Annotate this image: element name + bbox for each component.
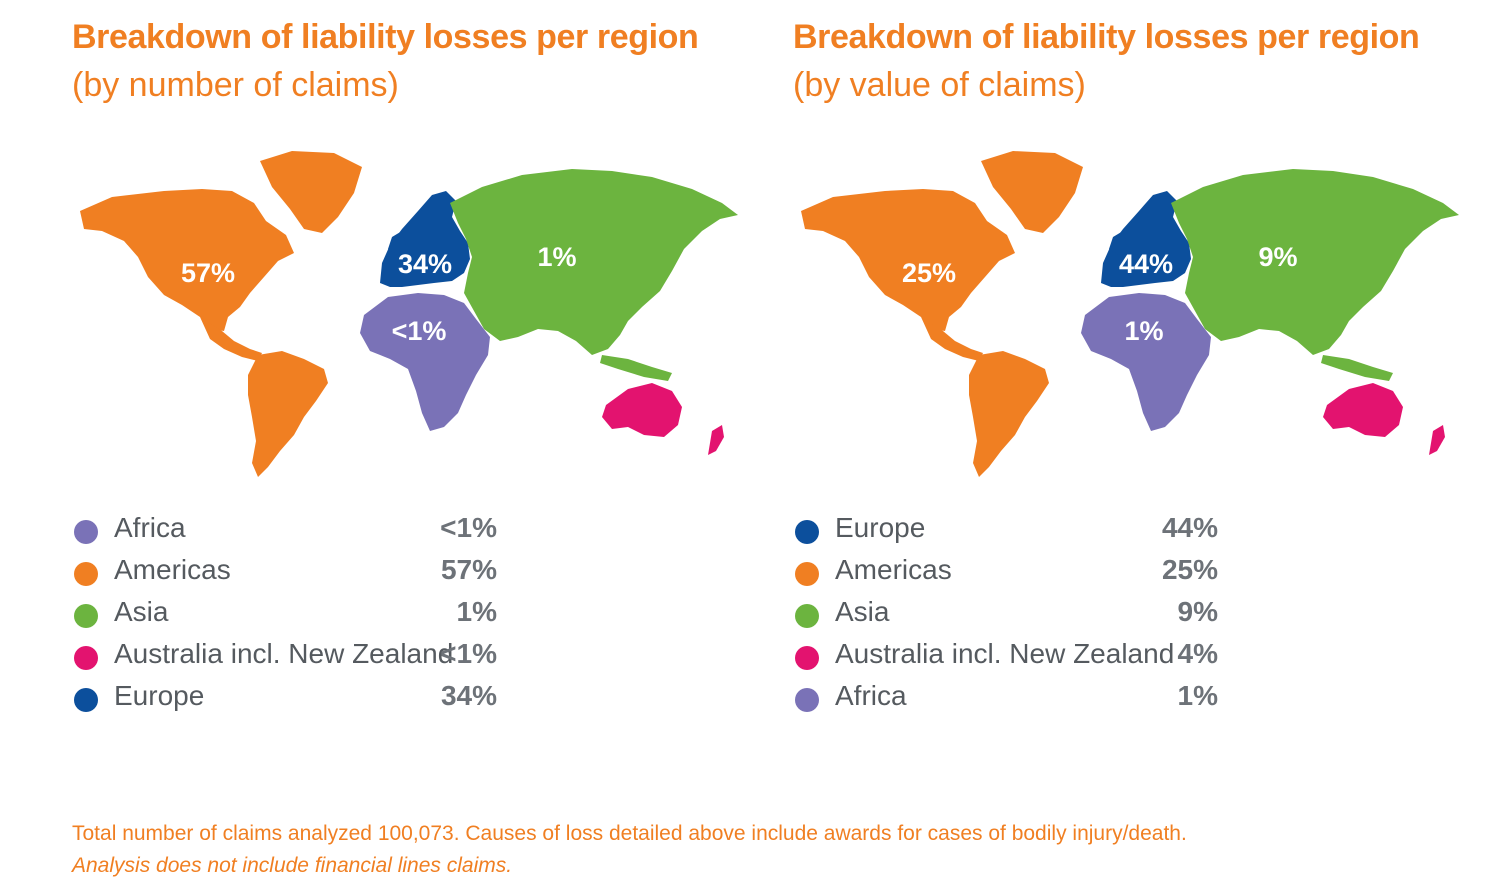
legend-value: <1% — [440, 638, 497, 669]
region-shape-africa — [1081, 293, 1211, 431]
legend-region: Australia incl. New Zealand — [114, 638, 454, 669]
region-shape-americas-south — [248, 351, 328, 477]
region-shape-new-zealand — [1429, 425, 1445, 455]
region-shape-asia-islands — [1321, 355, 1393, 381]
region-shape-americas-north — [801, 189, 1015, 331]
footnote-note: Analysis does not include financial line… — [72, 854, 513, 877]
legend-region: Australia incl. New Zealand — [835, 638, 1175, 669]
region-shape-americas-south — [969, 351, 1049, 477]
legend-row: Americas 57% — [72, 552, 512, 594]
legend-dot — [74, 646, 98, 670]
region-shape-new-zealand — [708, 425, 724, 455]
legend-region: Asia — [835, 596, 890, 627]
legend-value: 57% — [440, 554, 497, 585]
legend-row: Asia 9% — [793, 594, 1233, 636]
map-label-asia: 9% — [1258, 242, 1297, 272]
map-label-africa: <1% — [392, 316, 447, 346]
legend-value: 34% — [440, 680, 497, 711]
legend-row: Africa <1% — [72, 510, 512, 552]
legend-value: 9% — [1177, 596, 1218, 627]
world-map: 57% 34% 1% <1% — [80, 151, 738, 477]
region-shape-americas-central — [200, 317, 262, 361]
region-shape-americas-greenland — [260, 151, 362, 233]
legend-dot — [74, 562, 98, 586]
region-shape-australia — [602, 383, 682, 437]
region-shape-americas-north — [80, 189, 294, 331]
map-label-americas: 25% — [902, 258, 956, 288]
chart-panel-by-value: Breakdown of liability losses per region… — [793, 0, 1493, 730]
chart-title: Breakdown of liability losses per region — [793, 18, 1420, 56]
map-label-europe: 44% — [1119, 249, 1173, 279]
legend-dot — [74, 604, 98, 628]
legend-region: Europe — [835, 512, 926, 543]
region-shape-europe-isles — [388, 231, 406, 255]
legend-value: 44% — [1161, 512, 1218, 543]
region-shape-asia-islands — [600, 355, 672, 381]
chart-subtitle: (by value of claims) — [793, 66, 1086, 104]
legend: Africa <1% Americas 57% Asia 1% Australi… — [72, 510, 512, 720]
legend-row: Asia 1% — [72, 594, 512, 636]
region-shape-africa — [360, 293, 490, 431]
legend-dot — [74, 520, 98, 544]
map-label-europe: 34% — [398, 249, 452, 279]
map-label-americas: 57% — [181, 258, 235, 288]
region-shape-europe — [380, 191, 470, 287]
world-map: 25% 44% 9% 1% — [801, 151, 1459, 477]
legend-row: Australia incl. New Zealand 4% — [793, 636, 1233, 678]
map-label-asia: 1% — [537, 242, 576, 272]
region-shape-australia — [1323, 383, 1403, 437]
region-shape-asia — [1171, 169, 1459, 355]
legend-dot — [795, 646, 819, 670]
chart-panel-by-number: Breakdown of liability losses per region… — [72, 0, 772, 730]
legend-value: 1% — [1177, 680, 1218, 711]
region-shape-europe-isles — [1109, 231, 1127, 255]
region-shape-europe — [1101, 191, 1191, 287]
legend-region: Americas — [835, 554, 952, 585]
legend-region: Asia — [114, 596, 169, 627]
legend-row: Africa 1% — [793, 678, 1233, 720]
legend-value: <1% — [440, 512, 497, 543]
legend-row: Australia incl. New Zealand <1% — [72, 636, 512, 678]
chart-subtitle: (by number of claims) — [72, 66, 399, 104]
legend-row: Europe 44% — [793, 510, 1233, 552]
legend-row: Americas 25% — [793, 552, 1233, 594]
legend-dot — [795, 688, 819, 712]
region-shape-americas-central — [921, 317, 983, 361]
legend-value: 25% — [1161, 554, 1218, 585]
legend-row: Europe 34% — [72, 678, 512, 720]
legend-dot — [795, 562, 819, 586]
legend-dot — [795, 520, 819, 544]
legend-region: Africa — [835, 680, 907, 711]
map-label-africa: 1% — [1124, 316, 1163, 346]
legend-value: 1% — [456, 596, 497, 627]
legend-value: 4% — [1177, 638, 1218, 669]
legend-region: Africa — [114, 512, 186, 543]
legend-region: Europe — [114, 680, 205, 711]
region-shape-asia — [450, 169, 738, 355]
greenland-shape — [260, 151, 362, 233]
legend-region: Americas — [114, 554, 231, 585]
legend-dot — [74, 688, 98, 712]
legend-dot — [795, 604, 819, 628]
footnote: Total number of claims analyzed 100,073.… — [72, 822, 1187, 845]
region-shape-americas-greenland — [981, 151, 1083, 233]
chart-title: Breakdown of liability losses per region — [72, 18, 699, 56]
legend: Europe 44% Americas 25% Asia 9% Australi… — [793, 510, 1233, 720]
